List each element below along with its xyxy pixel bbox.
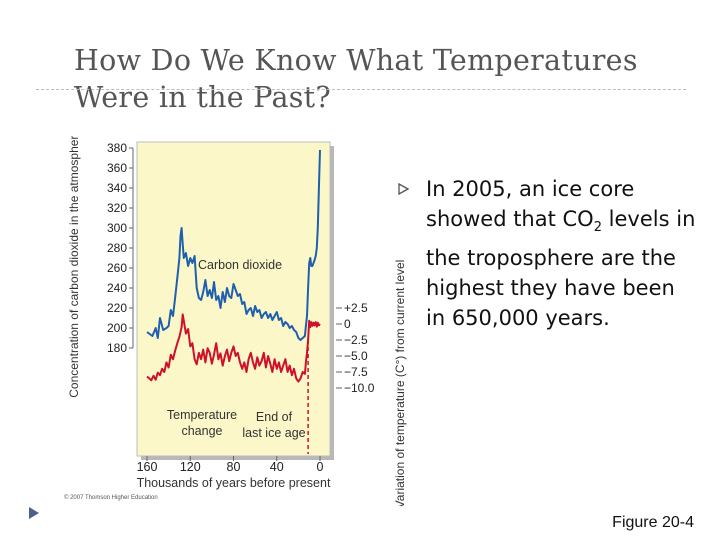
x-tick-label: 120 xyxy=(180,460,201,474)
bullet-text-start: In 2005, an ice core showed that CO xyxy=(426,177,635,231)
annotation-ice-age-line-1: End of xyxy=(256,410,293,424)
x-tick-label: 80 xyxy=(227,460,241,474)
left-tick-label: 360 xyxy=(107,161,127,175)
left-tick-label: 200 xyxy=(107,321,127,335)
bullet-list: In 2005, an ice core showed that CO2 lev… xyxy=(398,174,698,333)
triangle-right-icon xyxy=(398,183,409,195)
slide-title-line-2: Were in the Past? xyxy=(74,81,331,114)
left-tick-label: 180 xyxy=(107,341,127,355)
left-tick-label: 340 xyxy=(107,181,127,195)
triangle-right-icon[interactable] xyxy=(28,506,40,520)
temperature-series-line xyxy=(146,313,321,383)
left-tick-label: 260 xyxy=(107,261,127,275)
left-tick-label: 220 xyxy=(107,301,127,315)
bullet-subscript: 2 xyxy=(593,220,602,236)
co2-series-line xyxy=(146,149,321,341)
right-tick-label: −7.5 xyxy=(344,365,368,379)
annotation-carbon-dioxide: Carbon dioxide xyxy=(198,258,282,272)
left-tick-label: 300 xyxy=(107,221,127,235)
left-axis-title: Concentration of carbon dioxide in the a… xyxy=(67,136,81,398)
left-tick-label: 320 xyxy=(107,201,127,215)
x-tick-label: 160 xyxy=(137,460,158,474)
figure-caption: Figure 20-4 xyxy=(612,514,694,531)
chart-plot-area xyxy=(136,141,331,457)
bullet-item: In 2005, an ice core showed that CO2 lev… xyxy=(398,174,698,333)
left-tick-label: 240 xyxy=(107,281,127,295)
right-tick-label: −2.5 xyxy=(344,333,368,347)
right-axis-title: Variation of temperature (C°) from curre… xyxy=(393,260,407,506)
x-tick-label: 0 xyxy=(317,460,324,474)
title-divider xyxy=(36,89,686,90)
annotation-temperature-line-2: change xyxy=(181,424,222,438)
right-tick-label: +2.5 xyxy=(344,301,368,315)
chart-copyright: © 2007 Thomson Higher Education xyxy=(64,494,158,501)
x-axis-title: Thousands of years before present xyxy=(137,476,331,490)
slide-title-line-1: How Do We Know What Temperatures xyxy=(74,44,638,77)
x-tick-label: 40 xyxy=(270,460,284,474)
left-tick-label: 280 xyxy=(107,241,127,255)
right-tick-label: 0 xyxy=(344,317,351,331)
bullet-text-end: levels in the troposphere are the highes… xyxy=(426,207,696,331)
annotation-temperature-line-1: Temperature xyxy=(167,408,237,422)
slide-title: How Do We Know What Temperatures Were in… xyxy=(74,42,694,116)
right-tick-label: −10.0 xyxy=(344,381,375,395)
left-tick-label: 380 xyxy=(107,141,127,155)
annotation-ice-age-line-2: last ice age xyxy=(242,426,305,440)
right-tick-label: −5.0 xyxy=(344,349,368,363)
ice-core-chart: 180 200 220 240 260 280 300 320 340 360 380 Concent… xyxy=(64,136,407,506)
